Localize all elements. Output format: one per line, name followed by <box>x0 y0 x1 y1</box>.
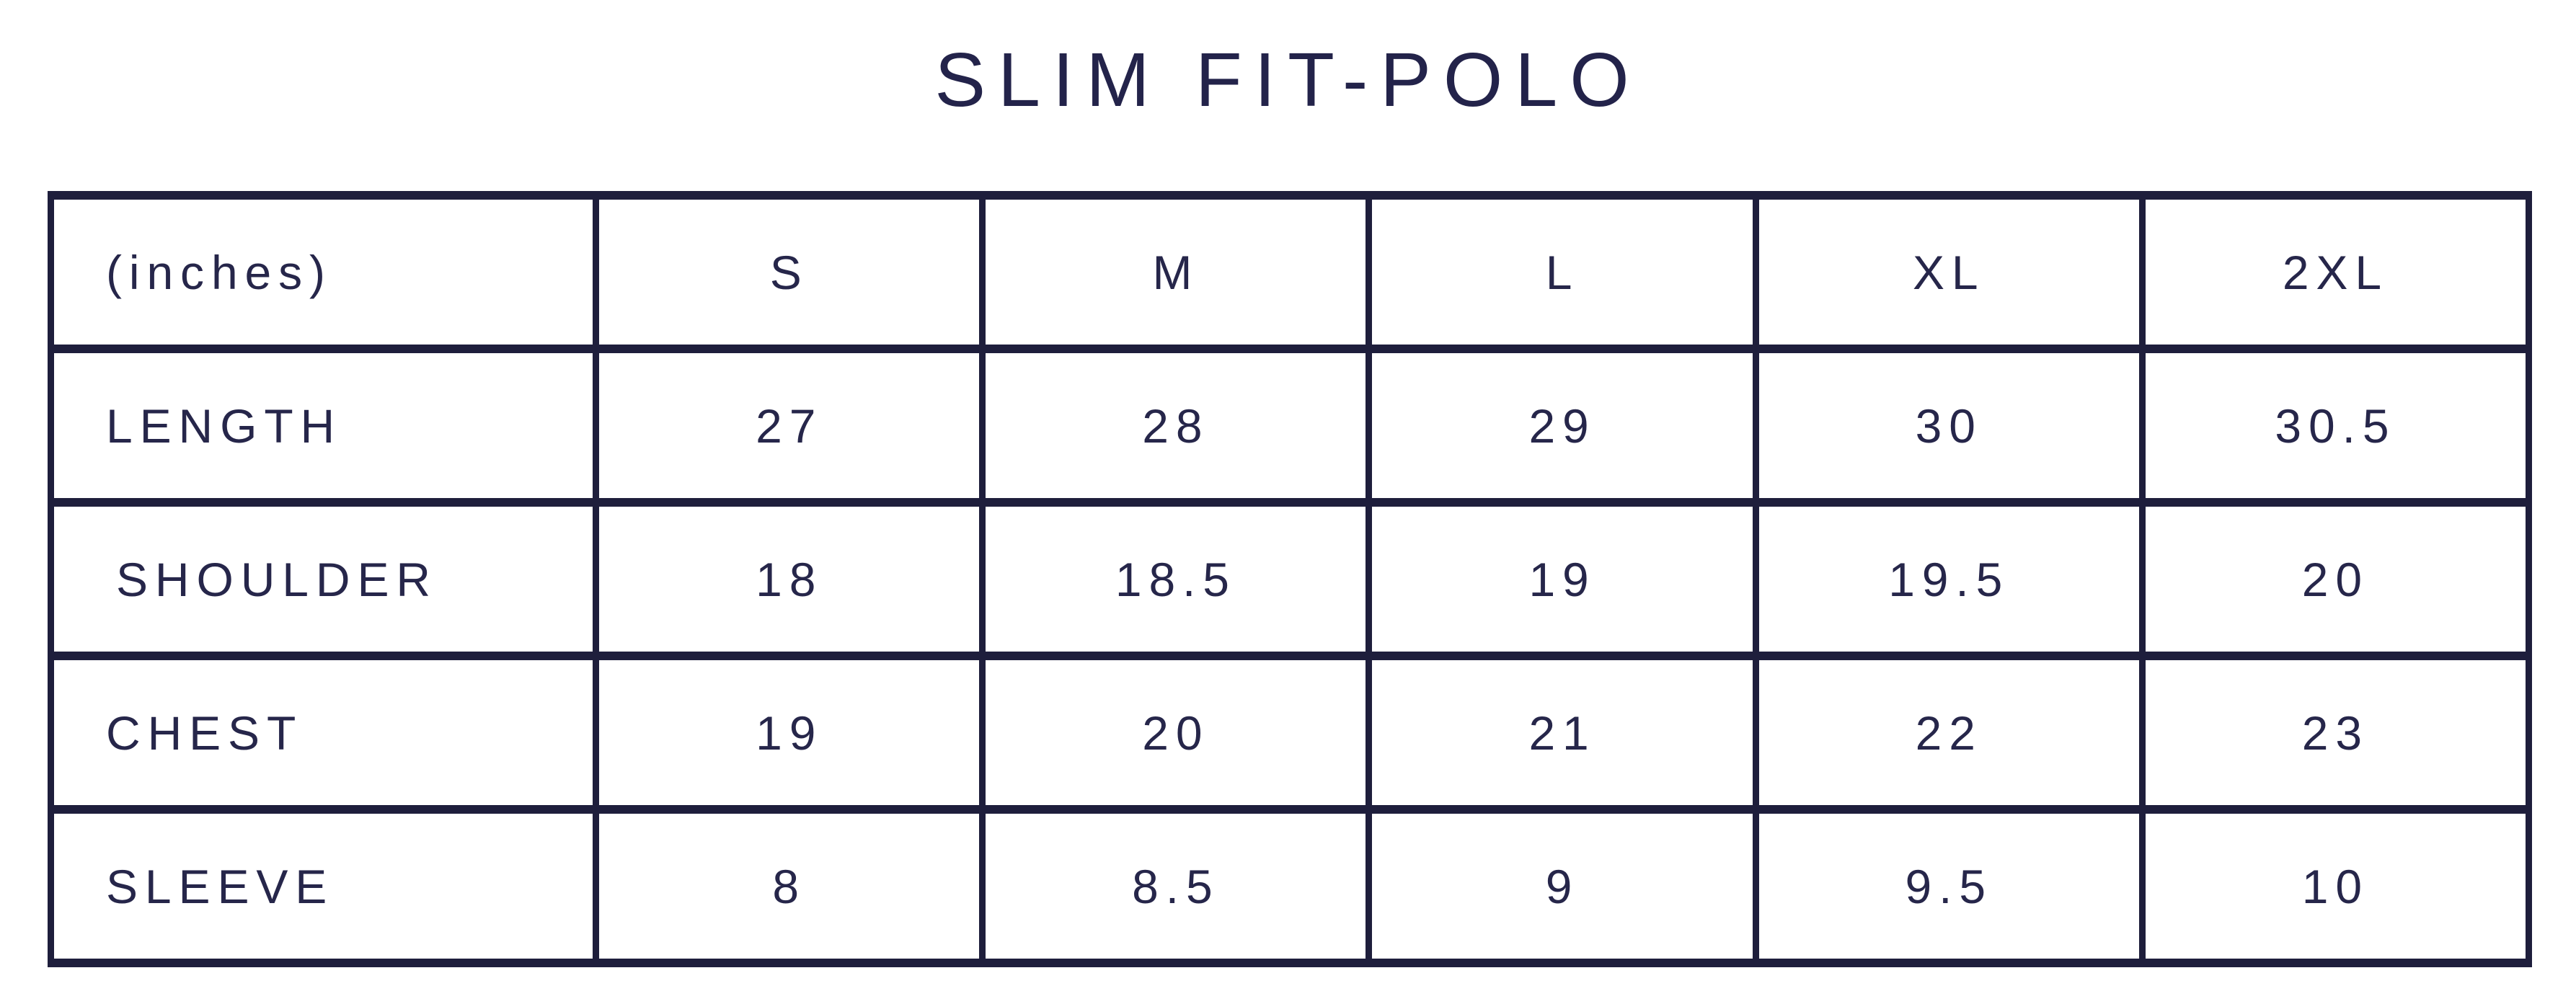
header-cell-xl: XL <box>1752 191 2146 353</box>
cell-chest-s: 19 <box>593 652 986 814</box>
cell-length-l: 29 <box>1366 345 1759 507</box>
header-cell-2xl: 2XL <box>2138 191 2533 353</box>
header-cell-m: M <box>979 191 1373 353</box>
cell-length-xl: 30 <box>1752 345 2146 507</box>
table-row-shoulder: SHOULDER 18 18.5 19 19.5 20 <box>47 498 2533 660</box>
header-cell-l: L <box>1366 191 1759 353</box>
table-header-row: (inches) S M L XL 2XL <box>47 191 2533 353</box>
row-label-length: LENGTH <box>47 345 600 507</box>
cell-shoulder-m: 18.5 <box>979 498 1373 660</box>
cell-chest-2xl: 23 <box>2138 652 2533 814</box>
table-row-chest: CHEST 19 20 21 22 23 <box>47 652 2533 814</box>
cell-shoulder-s: 18 <box>593 498 986 660</box>
page-title: SLIM FIT-POLO <box>934 37 1642 123</box>
size-chart-table: (inches) S M L XL 2XL LENGTH 27 28 29 30… <box>47 191 2533 967</box>
row-label-sleeve: SLEEVE <box>47 805 600 967</box>
header-cell-s: S <box>593 191 986 353</box>
header-cell-units: (inches) <box>47 191 600 353</box>
cell-shoulder-2xl: 20 <box>2138 498 2533 660</box>
cell-chest-xl: 22 <box>1752 652 2146 814</box>
cell-length-s: 27 <box>593 345 986 507</box>
cell-sleeve-xl: 9.5 <box>1752 805 2146 967</box>
cell-shoulder-xl: 19.5 <box>1752 498 2146 660</box>
cell-length-m: 28 <box>979 345 1373 507</box>
cell-sleeve-l: 9 <box>1366 805 1759 967</box>
cell-sleeve-m: 8.5 <box>979 805 1373 967</box>
row-label-chest: CHEST <box>47 652 600 814</box>
cell-chest-m: 20 <box>979 652 1373 814</box>
row-label-shoulder: SHOULDER <box>47 498 600 660</box>
cell-length-2xl: 30.5 <box>2138 345 2533 507</box>
table-row-sleeve: SLEEVE 8 8.5 9 9.5 10 <box>47 805 2533 967</box>
table-row-length: LENGTH 27 28 29 30 30.5 <box>47 345 2533 507</box>
cell-chest-l: 21 <box>1366 652 1759 814</box>
cell-sleeve-s: 8 <box>593 805 986 967</box>
cell-shoulder-l: 19 <box>1366 498 1759 660</box>
cell-sleeve-2xl: 10 <box>2138 805 2533 967</box>
